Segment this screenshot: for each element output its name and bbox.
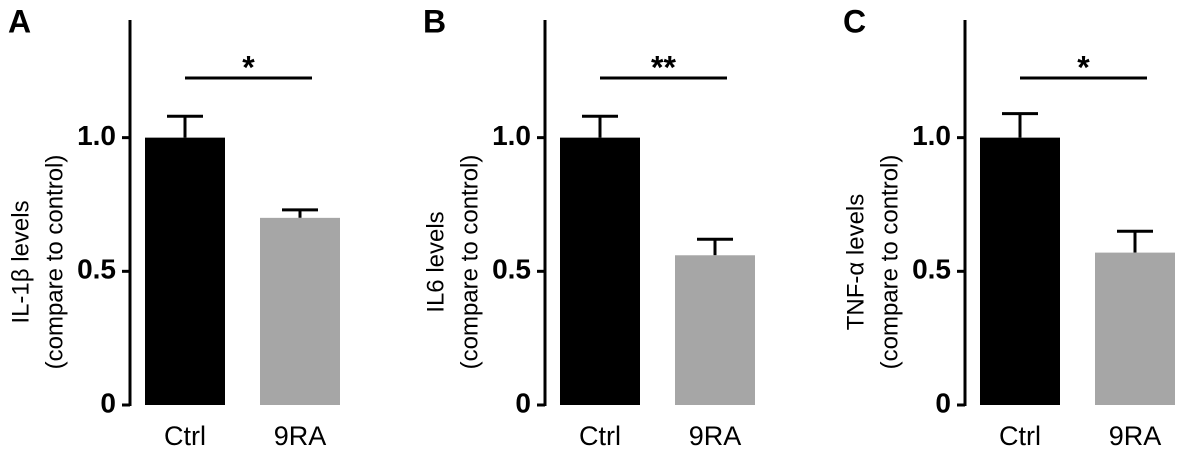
y-axis-label: (compare to control) (41, 155, 68, 370)
x-tick-label: 9RA (689, 421, 742, 451)
y-tick-label: 1.0 (912, 120, 951, 151)
panel-label: A (8, 3, 31, 39)
y-tick-label: 0.5 (912, 254, 951, 285)
bar (560, 137, 640, 405)
bar (980, 137, 1060, 405)
significance-label: * (242, 49, 255, 85)
y-tick-label: 1.0 (492, 120, 531, 151)
y-axis-label: TNF-α levels (842, 194, 869, 331)
y-tick-label: 0 (100, 387, 116, 418)
x-tick-label: Ctrl (164, 421, 206, 451)
bar (260, 217, 340, 405)
y-tick-label: 0.5 (492, 254, 531, 285)
bar (675, 255, 755, 405)
y-axis-label: IL6 levels (422, 211, 449, 312)
bar (1095, 252, 1175, 405)
y-axis-label: (compare to control) (876, 155, 903, 370)
x-tick-label: Ctrl (579, 421, 621, 451)
y-axis-label: IL-1β levels (7, 200, 34, 323)
x-tick-label: 9RA (274, 421, 327, 451)
y-tick-label: 0 (935, 387, 951, 418)
x-tick-label: Ctrl (999, 421, 1041, 451)
y-axis-label: (compare to control) (456, 155, 483, 370)
y-tick-label: 1.0 (77, 120, 116, 151)
panel-label: C (843, 3, 866, 39)
y-tick-label: 0.5 (77, 254, 116, 285)
y-tick-label: 0 (515, 387, 531, 418)
panel-label: B (423, 3, 446, 39)
significance-label: * (1077, 49, 1090, 85)
bar (145, 137, 225, 405)
x-tick-label: 9RA (1109, 421, 1162, 451)
significance-label: ** (651, 49, 676, 85)
